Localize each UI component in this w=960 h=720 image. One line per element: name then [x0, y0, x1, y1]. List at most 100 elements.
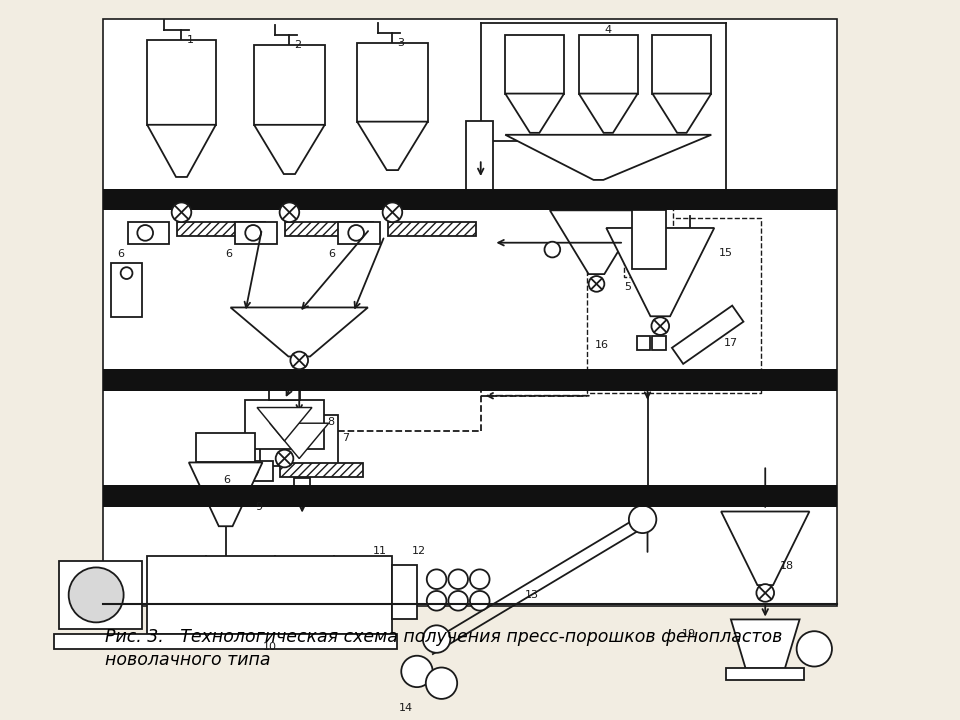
Bar: [653, 35, 711, 94]
Bar: [281, 402, 317, 415]
Polygon shape: [550, 210, 643, 274]
Circle shape: [797, 631, 832, 667]
Polygon shape: [505, 135, 711, 180]
Bar: [177, 222, 265, 236]
Circle shape: [544, 242, 561, 258]
Bar: [54, 634, 397, 649]
Bar: [632, 210, 666, 269]
Bar: [672, 305, 743, 364]
Text: 8: 8: [327, 418, 335, 428]
Bar: [393, 565, 417, 619]
Text: 12: 12: [412, 546, 426, 556]
Text: 17: 17: [724, 338, 738, 348]
Bar: [357, 42, 428, 122]
Text: 10: 10: [263, 642, 276, 652]
Bar: [339, 222, 379, 243]
Circle shape: [172, 202, 191, 222]
Circle shape: [427, 591, 446, 611]
Text: новолачного типа: новолачного типа: [105, 651, 271, 669]
Circle shape: [383, 202, 402, 222]
Polygon shape: [257, 408, 312, 441]
Bar: [233, 462, 273, 481]
Bar: [466, 121, 493, 197]
Bar: [388, 222, 476, 236]
Circle shape: [279, 202, 300, 222]
Bar: [636, 336, 651, 350]
Text: 3: 3: [397, 37, 404, 48]
Text: 7: 7: [343, 433, 349, 443]
Bar: [128, 222, 169, 243]
Text: 9: 9: [255, 502, 262, 512]
Polygon shape: [270, 423, 328, 459]
Circle shape: [422, 625, 450, 653]
Text: 4: 4: [605, 25, 612, 35]
Text: 13: 13: [525, 590, 539, 600]
Polygon shape: [607, 228, 714, 316]
Text: 6: 6: [328, 248, 336, 258]
Circle shape: [276, 450, 294, 467]
Text: 11: 11: [372, 546, 387, 556]
Text: Рис. 3.   Технологическая схема получения пресс-порошков фенопластов: Рис. 3. Технологическая схема получения …: [105, 629, 782, 647]
Circle shape: [426, 667, 457, 699]
Bar: [59, 561, 142, 629]
Polygon shape: [147, 125, 216, 177]
Circle shape: [348, 225, 364, 240]
Bar: [110, 264, 142, 318]
Bar: [147, 40, 216, 125]
Text: 14: 14: [399, 703, 414, 713]
Polygon shape: [189, 462, 262, 526]
Circle shape: [652, 318, 669, 335]
Text: 6: 6: [224, 475, 230, 485]
Polygon shape: [357, 122, 428, 170]
Text: 6: 6: [118, 248, 125, 258]
Circle shape: [401, 656, 433, 687]
Bar: [279, 464, 363, 477]
Polygon shape: [579, 94, 637, 132]
Circle shape: [137, 225, 153, 240]
Bar: [103, 189, 837, 210]
Bar: [235, 222, 276, 243]
Circle shape: [756, 584, 774, 602]
Text: 15: 15: [719, 248, 733, 258]
Bar: [147, 556, 393, 634]
Bar: [726, 668, 804, 680]
Circle shape: [69, 567, 124, 622]
Circle shape: [470, 570, 490, 589]
Polygon shape: [653, 94, 711, 132]
Text: 2: 2: [295, 40, 301, 50]
Circle shape: [245, 225, 261, 240]
Circle shape: [290, 351, 308, 369]
Bar: [103, 369, 837, 391]
Bar: [295, 478, 310, 488]
Circle shape: [121, 267, 132, 279]
Bar: [579, 35, 637, 94]
Bar: [103, 19, 837, 606]
Text: 5: 5: [624, 282, 631, 292]
Text: 16: 16: [594, 340, 609, 350]
Polygon shape: [254, 125, 324, 174]
Circle shape: [448, 591, 468, 611]
Bar: [254, 45, 324, 125]
Circle shape: [588, 276, 605, 292]
Text: 18: 18: [780, 561, 794, 570]
Bar: [505, 35, 564, 94]
Circle shape: [629, 505, 657, 533]
Bar: [269, 388, 300, 400]
Bar: [260, 415, 339, 467]
Text: 6: 6: [226, 248, 232, 258]
Polygon shape: [230, 307, 368, 356]
Circle shape: [470, 591, 490, 611]
Bar: [624, 204, 673, 277]
Bar: [245, 400, 324, 449]
Polygon shape: [721, 511, 809, 585]
Bar: [653, 336, 666, 350]
Text: 1: 1: [186, 35, 193, 45]
Bar: [284, 222, 372, 236]
Text: 19: 19: [682, 629, 696, 639]
Circle shape: [427, 570, 446, 589]
Circle shape: [448, 570, 468, 589]
Bar: [103, 485, 837, 507]
Bar: [587, 218, 761, 393]
Polygon shape: [505, 94, 564, 132]
Bar: [196, 433, 255, 462]
